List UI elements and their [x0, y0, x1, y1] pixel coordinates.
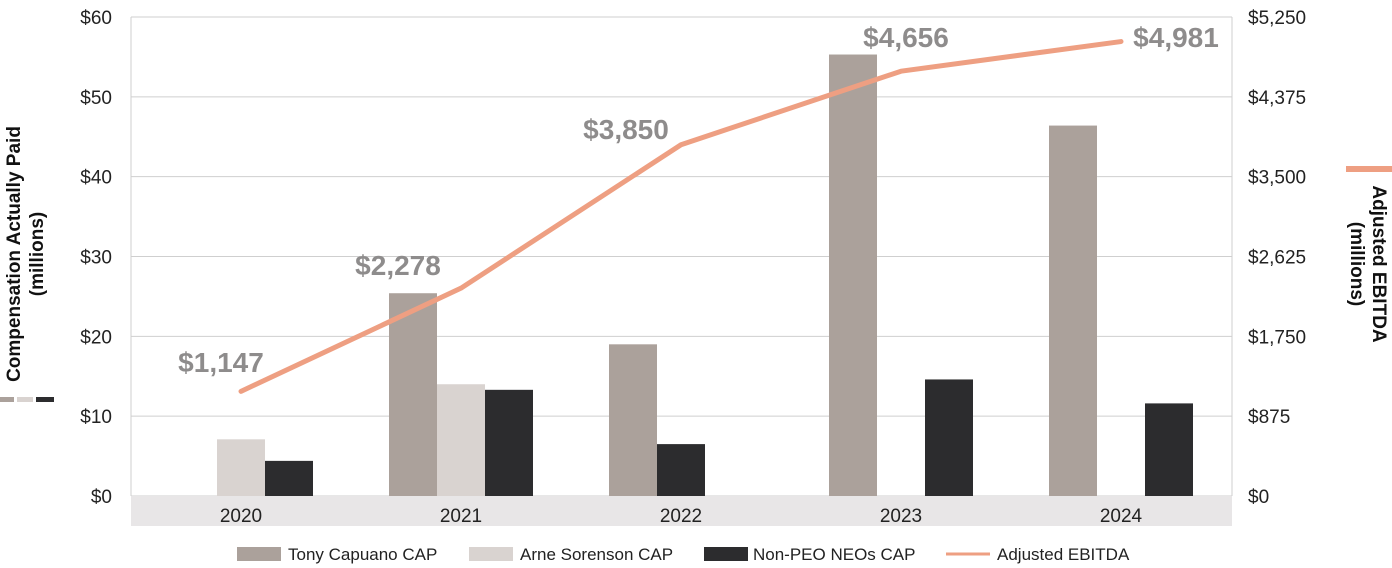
right-tick-label-5: $4,375: [1248, 88, 1306, 109]
key-swatch-capuano: [0, 397, 14, 402]
right-axis-title: Adjusted EBITDA (millions): [1346, 185, 1389, 343]
ebitda-line: [238, 39, 1124, 394]
bar-neos-2021: [485, 389, 533, 496]
right-tick-label-4: $3,500: [1248, 168, 1306, 189]
bar-neos-2023: [925, 379, 973, 496]
legend-label-neos: Non-PEO NEOs CAP: [753, 545, 916, 564]
bar-capuano-2024: [1049, 125, 1097, 496]
bar-neos-2024: [1145, 403, 1193, 496]
bar-capuano-2022: [609, 344, 657, 496]
left-axis-title-line2: (millions): [27, 212, 48, 296]
ebitda-label-2020: $1,147: [178, 347, 264, 378]
right-axis-title-line1: Adjusted EBITDA: [1368, 185, 1389, 343]
right-tick-label-1: $875: [1248, 407, 1290, 428]
right-axis-title-line2: (millions): [1346, 222, 1367, 306]
bar-capuano-2023: [829, 54, 877, 496]
x-axis-band: [131, 496, 1232, 526]
left-tick-label-4: $40: [80, 168, 112, 189]
ebitda-data-labels: $1,147 $2,278 $3,850 $4,656 $4,981: [178, 22, 1219, 378]
right-axis-title-key: [1346, 166, 1392, 172]
left-axis-title-line1: Compensation Actually Paid: [4, 126, 25, 382]
x-tick-label-2021: 2021: [440, 506, 482, 527]
left-axis-ticks: $0 $10 $20 $30 $40 $50 $60: [80, 8, 112, 508]
ebitda-label-2024: $4,981: [1133, 22, 1219, 53]
bars: [217, 54, 1193, 496]
x-tick-label-2024: 2024: [1100, 506, 1143, 527]
legend-label-capuano: Tony Capuano CAP: [288, 545, 437, 564]
legend-swatch-neos: [704, 547, 748, 561]
ebitda-line-group: [238, 39, 1124, 394]
ebitda-label-2023: $4,656: [863, 22, 949, 53]
legend-swatch-capuano: [237, 547, 281, 561]
x-axis-ticks: 2020 2021 2022 2023 2024: [220, 506, 1143, 527]
legend-label-sorenson: Arne Sorenson CAP: [520, 545, 673, 564]
legend-swatch-sorenson: [469, 547, 513, 561]
left-tick-label-1: $10: [80, 407, 112, 428]
right-tick-label-6: $5,250: [1248, 8, 1306, 29]
left-axis-title: Compensation Actually Paid (millions): [4, 126, 48, 382]
gridlines: [130, 16, 1233, 497]
left-axis-title-key: [0, 397, 54, 402]
bar-capuano-2021: [389, 293, 437, 496]
left-tick-label-3: $30: [80, 248, 112, 269]
right-tick-label-2: $1,750: [1248, 327, 1306, 348]
ebitda-label-2022: $3,850: [583, 114, 669, 145]
bar-neos-2020: [265, 460, 313, 496]
bar-neos-2022: [657, 444, 705, 496]
ebitda-label-2021: $2,278: [355, 250, 441, 281]
left-tick-label-2: $20: [80, 327, 112, 348]
legend: Tony Capuano CAP Arne Sorenson CAP Non-P…: [237, 545, 1130, 564]
left-tick-label-5: $50: [80, 88, 112, 109]
key-swatch-neos: [36, 397, 54, 402]
bar-sorenson-2020: [217, 439, 265, 496]
right-tick-label-0: $0: [1248, 487, 1269, 508]
right-tick-label-3: $2,625: [1248, 248, 1306, 269]
right-axis-ticks: $0 $875 $1,750 $2,625 $3,500 $4,375 $5,250: [1248, 8, 1306, 508]
left-tick-label-6: $60: [80, 8, 112, 29]
x-tick-label-2023: 2023: [880, 506, 922, 527]
x-tick-label-2020: 2020: [220, 506, 262, 527]
key-swatch-sorenson: [17, 397, 33, 402]
left-tick-label-0: $0: [91, 487, 112, 508]
x-tick-label-2022: 2022: [660, 506, 702, 527]
legend-label-ebitda: Adjusted EBITDA: [997, 545, 1130, 564]
bar-sorenson-2021: [437, 384, 485, 496]
